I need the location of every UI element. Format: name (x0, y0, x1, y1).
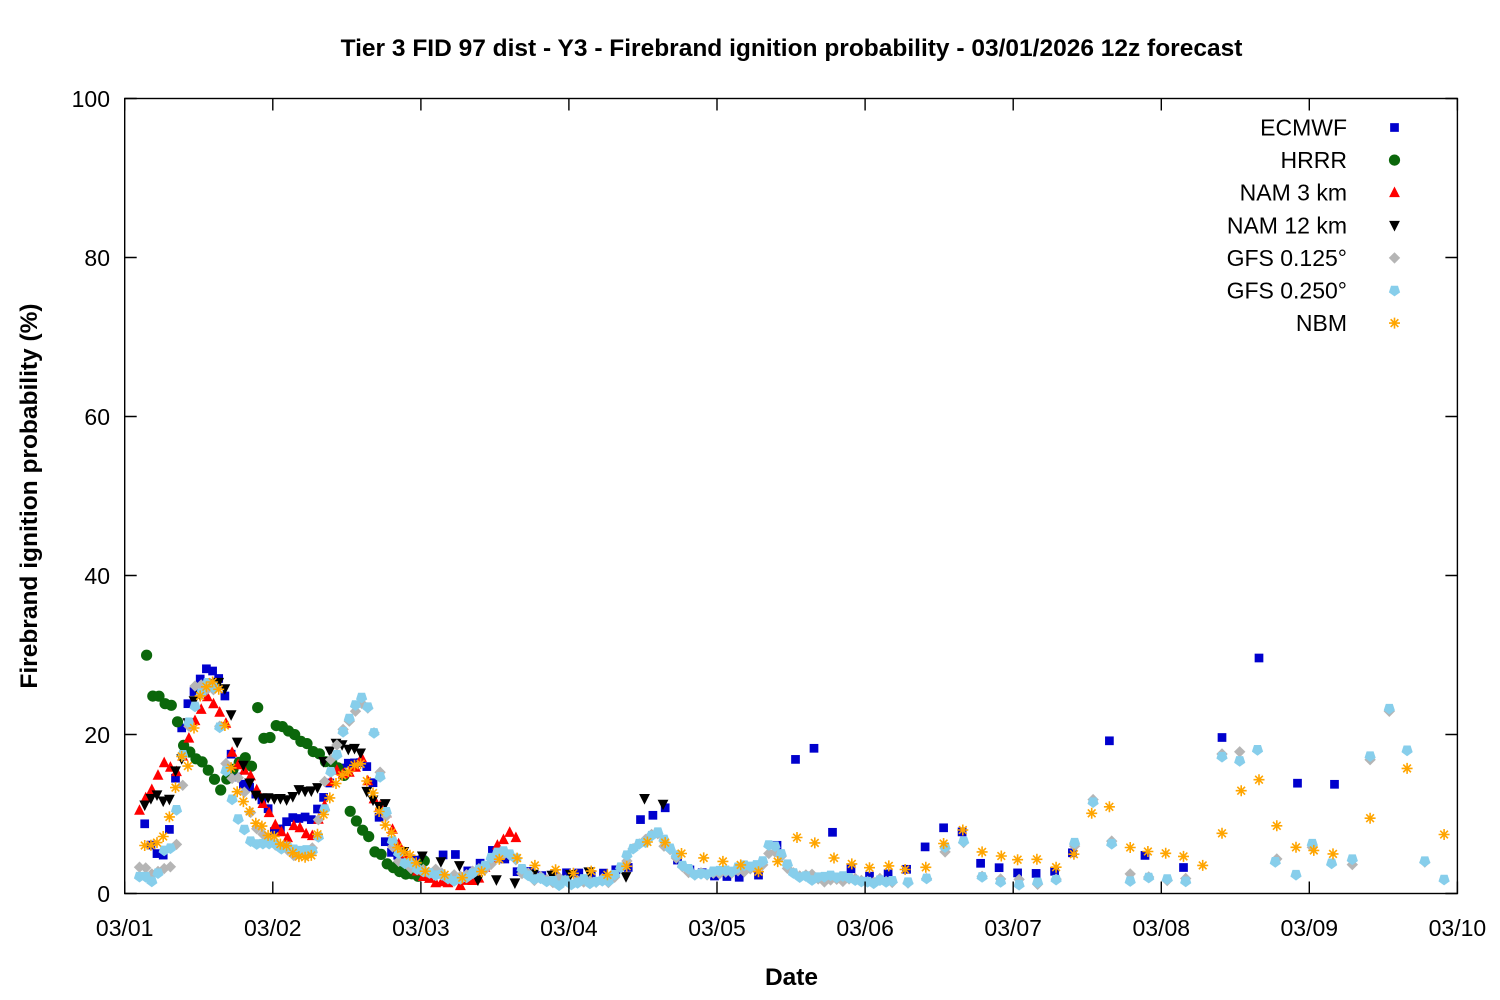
svg-text:20: 20 (84, 722, 110, 748)
svg-text:03/05: 03/05 (688, 915, 746, 941)
svg-text:GFS 0.125°: GFS 0.125° (1227, 245, 1347, 271)
svg-text:03/10: 03/10 (1429, 915, 1487, 941)
svg-text:GFS 0.250°: GFS 0.250° (1227, 278, 1347, 304)
svg-text:NAM 12 km: NAM 12 km (1227, 212, 1347, 238)
svg-text:03/09: 03/09 (1281, 915, 1339, 941)
svg-text:Tier 3 FID 97 dist - Y3 - Fire: Tier 3 FID 97 dist - Y3 - Firebrand igni… (341, 35, 1243, 62)
svg-text:0: 0 (97, 881, 110, 907)
svg-text:03/01: 03/01 (96, 915, 154, 941)
svg-text:100: 100 (72, 86, 110, 112)
svg-text:HRRR: HRRR (1281, 147, 1347, 173)
svg-text:03/02: 03/02 (244, 915, 302, 941)
svg-text:Date: Date (765, 964, 818, 991)
svg-text:NAM 3 km: NAM 3 km (1240, 180, 1347, 206)
svg-text:40: 40 (84, 563, 110, 589)
svg-text:03/08: 03/08 (1133, 915, 1191, 941)
svg-text:80: 80 (84, 245, 110, 271)
svg-text:Firebrand ignition probability: Firebrand ignition probability (%) (16, 303, 43, 688)
svg-text:ECMWF: ECMWF (1260, 115, 1347, 141)
svg-text:03/04: 03/04 (540, 915, 598, 941)
svg-text:03/07: 03/07 (984, 915, 1042, 941)
svg-text:03/03: 03/03 (392, 915, 450, 941)
svg-text:03/06: 03/06 (836, 915, 894, 941)
svg-text:60: 60 (84, 404, 110, 430)
svg-text:NBM: NBM (1296, 310, 1347, 336)
